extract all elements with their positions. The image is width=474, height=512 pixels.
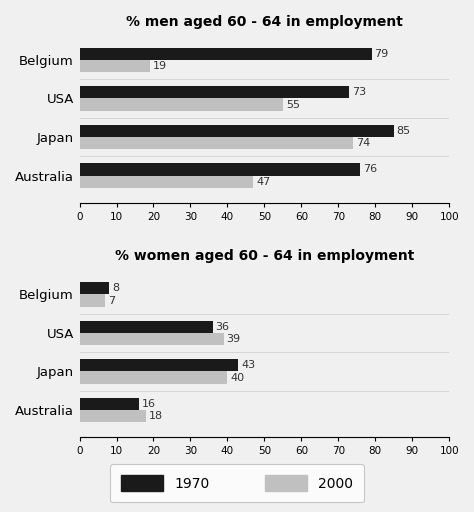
Bar: [80, 48, 372, 60]
Text: 43: 43: [241, 360, 255, 370]
Text: 18: 18: [149, 411, 163, 421]
Text: 16: 16: [142, 399, 155, 409]
Text: 73: 73: [352, 88, 366, 97]
Legend: 1970, 2000: 1970, 2000: [110, 464, 364, 502]
Text: 55: 55: [286, 100, 300, 110]
Bar: [80, 398, 139, 410]
Bar: [80, 163, 360, 176]
Title: % men aged 60 - 64 in employment: % men aged 60 - 64 in employment: [126, 15, 403, 29]
Bar: [80, 125, 394, 137]
Bar: [80, 137, 353, 150]
Bar: [80, 60, 150, 72]
Text: 36: 36: [216, 322, 229, 332]
Bar: [80, 410, 146, 422]
Text: 79: 79: [374, 49, 389, 59]
Title: % women aged 60 - 64 in employment: % women aged 60 - 64 in employment: [115, 249, 414, 263]
Bar: [80, 294, 105, 307]
Text: 19: 19: [153, 61, 167, 71]
Bar: [80, 333, 224, 345]
Bar: [80, 176, 253, 188]
Text: 40: 40: [230, 373, 245, 382]
Text: 8: 8: [112, 283, 119, 293]
Text: 76: 76: [364, 164, 378, 175]
Bar: [80, 98, 283, 111]
Bar: [80, 372, 228, 384]
Bar: [80, 86, 349, 98]
Text: 7: 7: [109, 295, 116, 306]
Text: 47: 47: [256, 177, 271, 187]
Bar: [80, 321, 213, 333]
Text: 39: 39: [227, 334, 241, 344]
Text: 74: 74: [356, 138, 370, 148]
Text: 85: 85: [397, 126, 411, 136]
Bar: [80, 359, 238, 372]
Bar: [80, 282, 109, 294]
